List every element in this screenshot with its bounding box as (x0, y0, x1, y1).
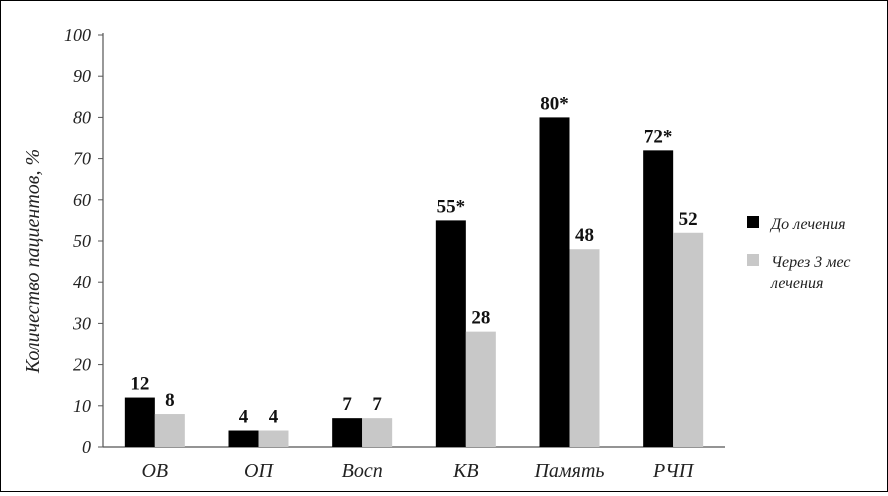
x-tick-labels: ОВ ОП Восп КВ Память РЧП (141, 460, 694, 482)
value-label: 80* (540, 93, 569, 114)
y-tick-labels: 0 10 20 30 40 50 60 70 80 90 100 (64, 25, 103, 457)
value-label: 4 (239, 407, 249, 428)
value-label: 7 (342, 394, 352, 415)
y-tick-label: 50 (73, 231, 91, 251)
legend-label: Через 3 мес (771, 254, 850, 271)
value-label: 55* (437, 196, 466, 217)
value-label: 12 (130, 374, 149, 395)
value-labels: 12 8 4 4 7 7 55* 28 80* 48 72* 52 (130, 93, 697, 427)
y-tick-label: 100 (64, 25, 91, 45)
value-label: 52 (679, 209, 698, 230)
bars (124, 117, 704, 448)
bar-after-2 (362, 418, 393, 447)
bar-after-1 (258, 430, 289, 447)
bar-after-5 (673, 232, 704, 447)
x-tick-label: ОВ (141, 460, 168, 482)
bar-after-3 (465, 331, 496, 447)
y-tick-label: 30 (72, 313, 91, 333)
y-tick-label: 0 (82, 437, 91, 457)
x-tick-label: Восп (342, 460, 383, 482)
bar-after-4 (569, 249, 600, 447)
legend: До лечения Через 3 мес лечения (747, 216, 850, 292)
bar-before-0 (124, 397, 155, 447)
value-label: 28 (471, 308, 490, 329)
legend-label: лечения (770, 275, 823, 292)
value-label: 72* (644, 126, 673, 147)
legend-swatch-before (747, 216, 759, 228)
x-tick-label: РЧП (652, 460, 695, 482)
bar-before-3 (435, 220, 466, 447)
y-tick-label: 80 (73, 107, 91, 127)
y-tick-label: 10 (73, 396, 91, 416)
legend-swatch-after (747, 254, 759, 266)
value-label: 48 (575, 225, 594, 246)
bar-before-5 (643, 150, 674, 448)
value-label: 8 (165, 390, 175, 411)
x-tick-label: ОП (244, 460, 274, 482)
value-label: 4 (269, 407, 279, 428)
bar-after-0 (154, 414, 185, 447)
y-tick-label: 60 (73, 190, 91, 210)
y-tick-label: 40 (73, 272, 91, 292)
x-tick-label: КВ (452, 460, 479, 482)
y-tick-label: 90 (73, 66, 91, 86)
bar-before-1 (228, 430, 259, 447)
legend-label: До лечения (769, 216, 846, 233)
bar-before-2 (332, 418, 363, 447)
value-label: 7 (372, 394, 382, 415)
axes (102, 33, 725, 448)
bar-before-4 (539, 117, 570, 448)
y-axis-label: Количество пациентов, % (22, 149, 44, 374)
y-tick-label: 70 (73, 149, 91, 169)
x-tick-label: Память (533, 460, 604, 482)
y-tick-label: 20 (73, 355, 91, 375)
